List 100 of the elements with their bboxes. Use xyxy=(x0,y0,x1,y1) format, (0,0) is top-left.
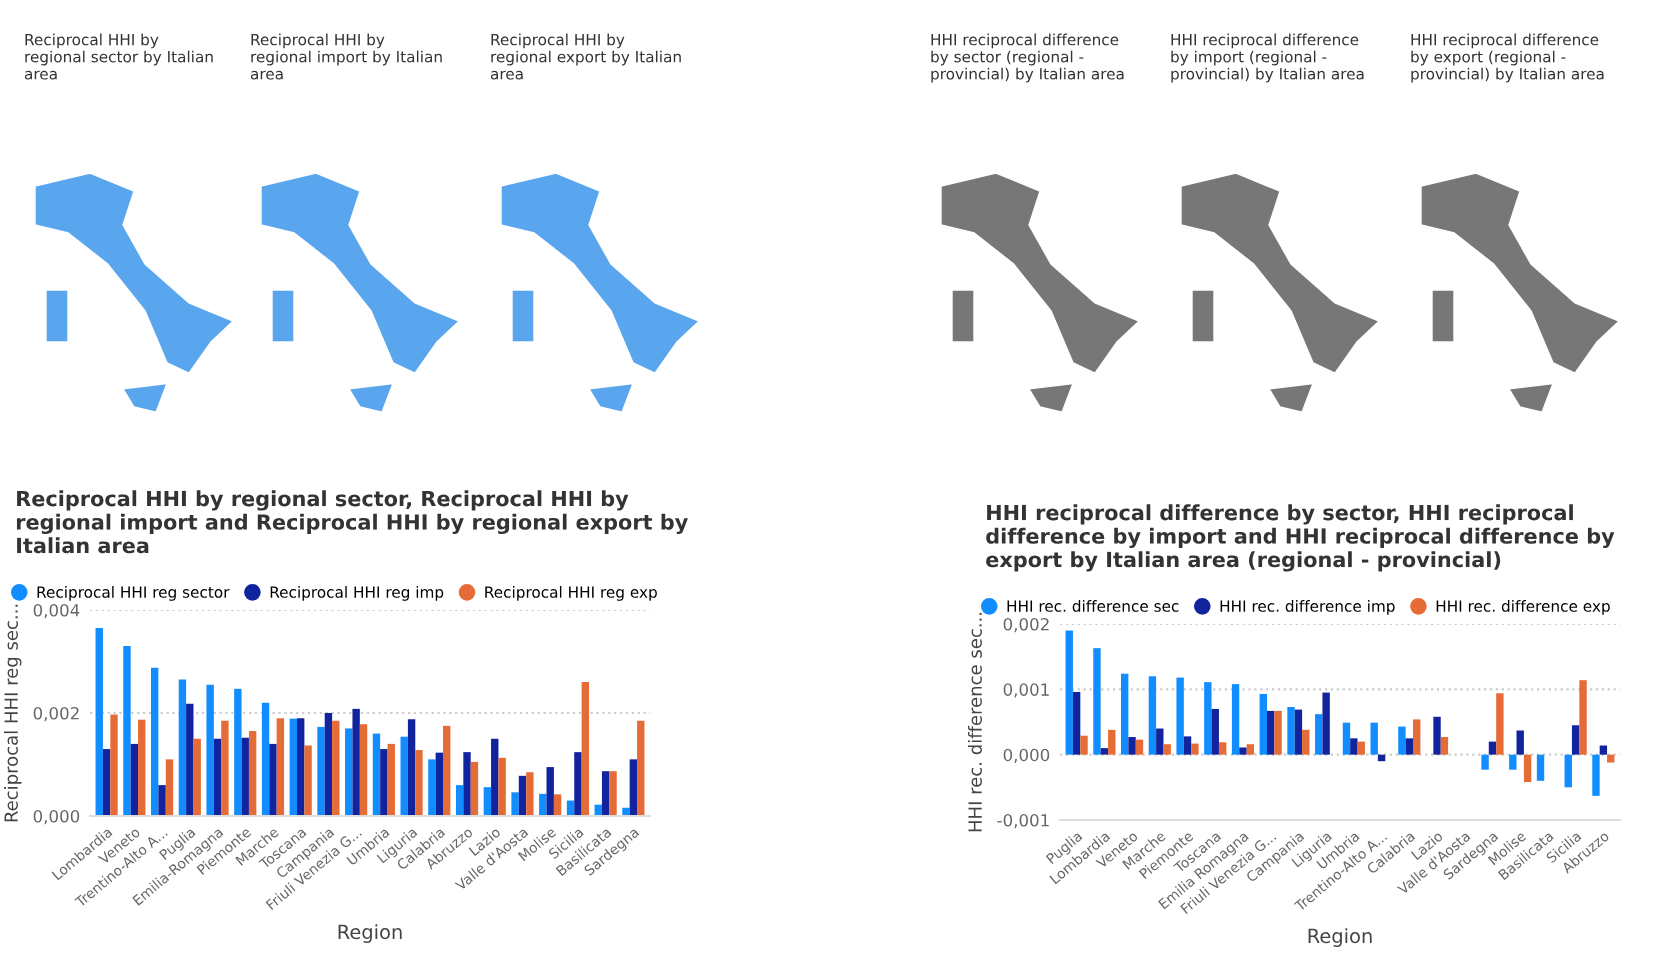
bar xyxy=(581,682,590,816)
bar xyxy=(1413,719,1421,755)
bar xyxy=(1357,741,1365,755)
bar xyxy=(574,752,582,816)
bar xyxy=(372,733,381,816)
bar xyxy=(553,794,562,816)
bar xyxy=(1065,630,1073,755)
bar xyxy=(1322,692,1330,755)
bar xyxy=(407,719,416,816)
bar xyxy=(1433,716,1441,755)
bar xyxy=(317,726,325,816)
bar xyxy=(1135,739,1144,755)
bar xyxy=(165,759,174,816)
bar xyxy=(248,731,257,816)
bar xyxy=(498,757,506,816)
bar xyxy=(359,724,368,816)
bar xyxy=(415,750,423,816)
bar xyxy=(1100,748,1109,755)
bar xyxy=(455,785,464,816)
chart-title: HHI reciprocal difference by sector, HHI reciprocal difference by import and HHI reciprocal difference by export by Italian area (regional - provincial) xyxy=(986,504,1615,572)
bar xyxy=(1599,745,1608,755)
bar xyxy=(491,738,499,816)
bar xyxy=(297,718,305,816)
bar xyxy=(1231,684,1240,755)
bar xyxy=(352,708,360,816)
y-tick-label: 0,002 xyxy=(1003,617,1049,633)
y-axis-title: HHI rec. difference sec... xyxy=(967,612,982,832)
bar xyxy=(483,787,492,816)
bar xyxy=(1523,754,1532,783)
bar xyxy=(1093,648,1101,755)
bar xyxy=(400,736,408,816)
bar xyxy=(637,720,645,816)
y-tick-label: 0,000 xyxy=(33,809,80,825)
bar xyxy=(526,772,534,816)
bar xyxy=(130,743,139,816)
bar xyxy=(1080,735,1088,755)
bar xyxy=(380,749,388,816)
bar xyxy=(539,793,547,816)
bar xyxy=(1398,726,1406,755)
bar xyxy=(387,743,395,816)
bar xyxy=(1496,693,1504,755)
bar xyxy=(276,718,285,816)
y-tick-label: 0,000 xyxy=(1003,748,1050,763)
bar xyxy=(213,738,222,816)
bar xyxy=(1509,754,1517,770)
bar xyxy=(1579,680,1587,755)
bar xyxy=(1267,710,1275,755)
bar xyxy=(193,738,201,816)
x-axis-title: Region xyxy=(338,924,402,944)
bar xyxy=(1156,728,1164,755)
bar xyxy=(1211,708,1219,755)
bar xyxy=(304,745,312,816)
bar xyxy=(289,718,297,816)
y-tick-label: 0,002 xyxy=(33,706,79,722)
bar xyxy=(1239,747,1247,755)
bar xyxy=(443,725,451,816)
bar xyxy=(261,702,270,816)
bar xyxy=(1481,754,1489,770)
y-tick-label: 0,001 xyxy=(1003,683,1049,698)
bar xyxy=(221,720,229,816)
bar xyxy=(1072,691,1081,755)
bar xyxy=(345,728,353,816)
bar xyxy=(546,767,554,816)
bar xyxy=(1176,677,1184,755)
bar xyxy=(1488,741,1497,755)
y-axis-title: Reciprocal HHI reg sec... xyxy=(3,604,22,822)
bar xyxy=(1440,737,1449,755)
bar xyxy=(1274,710,1282,755)
bar xyxy=(1191,743,1199,755)
bar xyxy=(1536,754,1545,781)
bar xyxy=(150,667,159,816)
bar xyxy=(629,759,638,816)
bar xyxy=(269,743,277,816)
chart-title: Reciprocal HHI by regional sector, Reciprocal HHI by regional import and Reciprocal HHI by regional export by Italian area xyxy=(16,490,688,554)
bar xyxy=(622,807,630,816)
y-tick-label: -0,001 xyxy=(997,813,1049,829)
bar xyxy=(110,714,118,816)
bar xyxy=(186,703,194,816)
bar xyxy=(463,752,471,816)
bar xyxy=(1259,693,1267,755)
bar xyxy=(1218,742,1227,755)
bar xyxy=(511,792,519,816)
bar xyxy=(1204,682,1212,755)
bar xyxy=(95,628,103,816)
bar xyxy=(234,688,242,816)
bar xyxy=(1342,722,1351,755)
bar xyxy=(1592,754,1600,796)
bar xyxy=(1516,730,1524,755)
bar xyxy=(241,737,249,816)
bar xyxy=(1128,737,1136,755)
bar xyxy=(158,785,166,816)
bar xyxy=(1571,725,1580,755)
bar xyxy=(138,719,146,816)
bar xyxy=(1148,676,1157,755)
bar xyxy=(609,771,617,816)
bar xyxy=(102,749,111,816)
bar xyxy=(1246,744,1255,755)
bar xyxy=(324,713,333,816)
bar xyxy=(1370,722,1378,755)
bar xyxy=(428,759,436,816)
